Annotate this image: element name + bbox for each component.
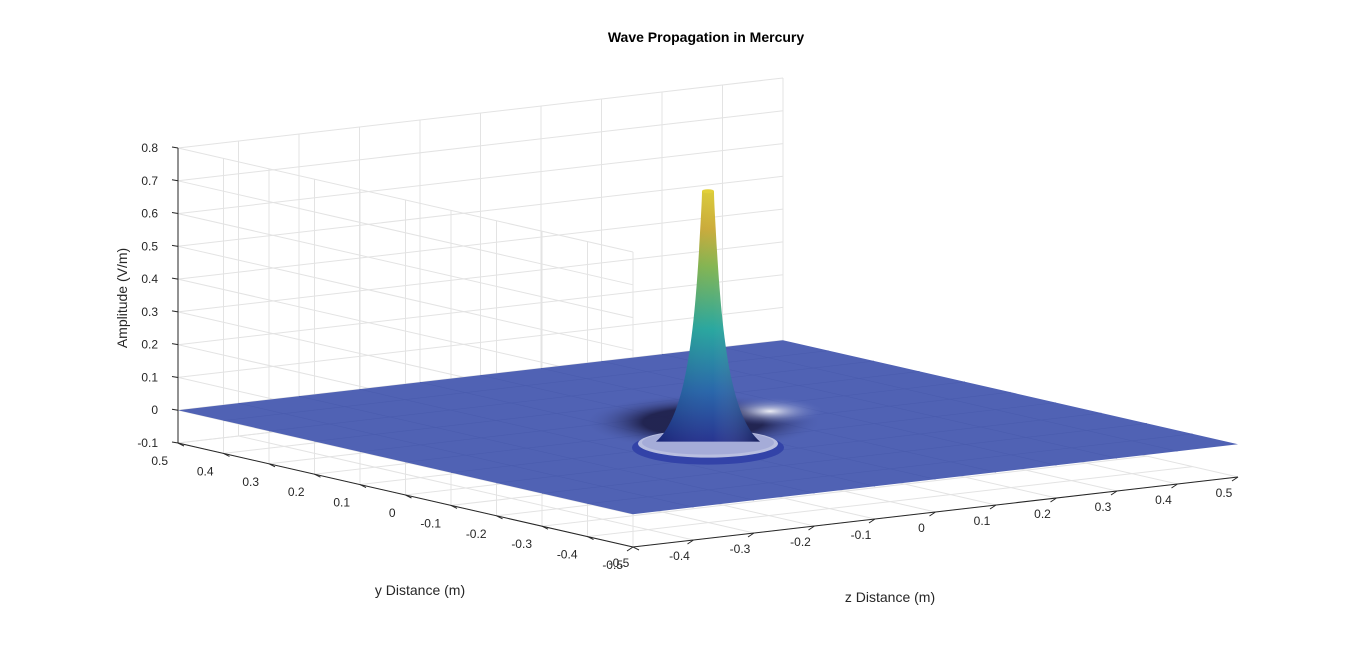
surface-mesh-line xyxy=(661,353,1118,459)
peak-shading xyxy=(656,191,760,442)
z-axis-label: Amplitude (V/m) xyxy=(114,248,130,348)
y-tick-label: -0.4 xyxy=(557,548,578,562)
x-tick-mark xyxy=(687,539,694,545)
x-tick-label: -0.2 xyxy=(790,535,811,549)
z-tick-mark xyxy=(171,212,179,215)
x-tick-mark xyxy=(1231,476,1239,482)
x-tick-mark xyxy=(1050,497,1057,503)
chart-title: Wave Propagation in Mercury xyxy=(608,29,805,45)
x-tick-mark xyxy=(868,518,876,524)
x-tick-mark xyxy=(626,546,634,552)
x-tick-label: 0.2 xyxy=(1034,507,1051,521)
x-tick-label: 0.4 xyxy=(1155,493,1172,507)
y-tick-mark xyxy=(359,484,367,489)
x-tick-label: 0 xyxy=(918,521,925,535)
z-tick-label: -0.1 xyxy=(137,436,158,450)
y-tick-label: 0.3 xyxy=(242,475,259,489)
y-axis-label: y Distance (m) xyxy=(375,582,465,598)
z-tick-mark xyxy=(171,179,179,182)
y-tick-label: 0.1 xyxy=(333,496,350,510)
axes xyxy=(171,146,1239,552)
y-tick-mark xyxy=(268,463,276,468)
z-tick-label: 0.2 xyxy=(141,338,158,352)
z-tick-label: 0.4 xyxy=(141,272,158,286)
y-tick-mark xyxy=(632,546,640,551)
y-tick-mark xyxy=(314,473,321,478)
z-tick-label: 0.8 xyxy=(141,141,158,155)
peak-cap xyxy=(702,189,714,194)
y-tick-mark xyxy=(450,504,458,509)
x-tick-mark xyxy=(1171,483,1178,489)
z-tick-label: 0.3 xyxy=(141,305,158,319)
y-tick-label: 0.4 xyxy=(197,464,214,478)
surface-mesh-line xyxy=(601,360,1057,466)
y-tick-label: 0 xyxy=(389,506,396,520)
z-tick-mark xyxy=(171,277,179,280)
z-tick-mark xyxy=(171,146,179,149)
y-tick-mark xyxy=(405,494,412,499)
y-tick-mark xyxy=(223,452,230,457)
y-tick-label: 0.5 xyxy=(151,454,168,468)
x-tick-label: -0.4 xyxy=(669,549,690,563)
z-tick-mark xyxy=(171,244,179,247)
x-tick-label: 0.5 xyxy=(1216,486,1233,500)
surface xyxy=(178,189,1238,515)
z-tick-mark xyxy=(171,375,179,378)
x-axis-label: z Distance (m) xyxy=(845,589,935,605)
y-tick-label: -0.2 xyxy=(466,527,487,541)
x-tick-label: 0.1 xyxy=(974,514,991,528)
x-tick-label: -0.3 xyxy=(730,542,751,556)
x-tick-mark xyxy=(929,511,936,517)
z-tick-mark xyxy=(171,343,179,346)
x-tick-mark xyxy=(989,504,997,510)
z-tick-label: 0.1 xyxy=(141,370,158,384)
z-tick-label: 0.7 xyxy=(141,174,158,188)
x-tick-mark xyxy=(808,525,815,531)
z-tick-label: 0.5 xyxy=(141,239,158,253)
y-tick-label: 0.2 xyxy=(288,485,305,499)
y-tick-mark xyxy=(587,536,594,541)
y-tick-mark xyxy=(541,525,549,530)
x-tick-label: -0.1 xyxy=(851,528,872,542)
x-tick-mark xyxy=(747,532,755,538)
z-tick-label: 0.6 xyxy=(141,207,158,221)
y-tick-mark xyxy=(496,515,503,520)
surface-mesh-line xyxy=(722,346,1178,452)
x-tick-label: -0.5 xyxy=(609,556,630,570)
y-tick-label: -0.1 xyxy=(420,516,441,530)
y-tick-mark xyxy=(177,442,185,447)
tick-labels: -0.5 -0.4 -0.3 -0.2 -0.1 0 0.1 0.2 0.3 0.4 0.5 0.5 0… xyxy=(137,141,1232,572)
z-tick-mark xyxy=(171,408,179,411)
x-tick-mark xyxy=(1110,490,1118,496)
z-tick-mark xyxy=(171,441,179,444)
y-tick-label: -0.3 xyxy=(511,537,532,551)
z-tick-mark xyxy=(171,310,179,313)
surface-mesh-line xyxy=(268,360,875,432)
x-tick-label: 0.3 xyxy=(1095,500,1112,514)
z-tick-label: 0 xyxy=(151,403,158,417)
y-tick-label: -0.5 xyxy=(602,558,623,572)
